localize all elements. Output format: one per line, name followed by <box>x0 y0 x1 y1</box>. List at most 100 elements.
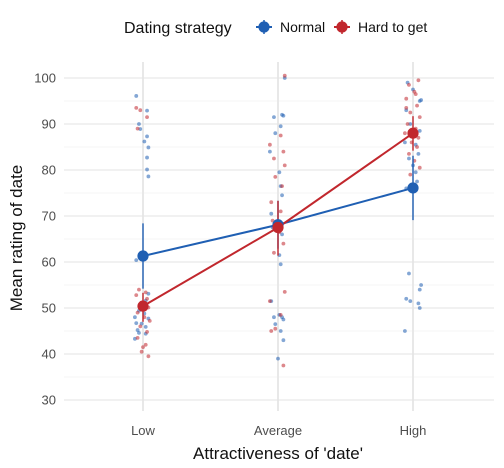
data-point <box>273 175 278 179</box>
data-point <box>145 296 149 301</box>
mean-point <box>272 221 284 234</box>
data-point <box>141 345 145 349</box>
y-tick-label: 70 <box>42 209 56 224</box>
data-point <box>269 200 274 205</box>
legend-title: Dating strategy <box>124 20 232 37</box>
data-point <box>419 283 423 287</box>
y-tick-labels: 30 40 50 60 70 80 90 100 <box>34 71 56 408</box>
data-point <box>403 329 407 333</box>
data-point <box>416 301 421 306</box>
data-point <box>272 250 276 255</box>
legend: Dating strategy Normal Hard to get <box>124 19 427 37</box>
data-point <box>135 336 140 340</box>
data-point <box>405 122 410 126</box>
data-point <box>269 211 274 216</box>
data-point <box>146 145 151 150</box>
data-point <box>272 156 276 161</box>
data-point <box>419 98 423 102</box>
legend-key-point <box>336 21 348 33</box>
data-point <box>407 156 411 161</box>
data-point <box>273 322 278 326</box>
data-point <box>143 324 148 329</box>
data-point <box>277 170 282 175</box>
data-point <box>272 315 276 320</box>
mean-point <box>137 250 149 262</box>
y-tick-label: 90 <box>42 117 56 132</box>
data-point <box>404 106 409 110</box>
data-point <box>278 209 283 214</box>
data-point <box>137 122 141 126</box>
data-point <box>138 324 143 329</box>
data-point <box>407 152 411 156</box>
data-point <box>417 129 422 133</box>
data-point <box>280 193 284 198</box>
data-point <box>273 326 278 331</box>
data-point <box>280 184 284 189</box>
y-tick-label: 50 <box>42 301 56 316</box>
data-point <box>281 113 286 118</box>
mean-point <box>137 300 149 312</box>
x-tick-label: Low <box>131 423 155 438</box>
data-point <box>137 287 141 292</box>
data-point <box>417 115 422 119</box>
data-point <box>280 232 284 237</box>
data-point <box>278 133 283 138</box>
data-point <box>281 149 286 154</box>
data-point <box>134 293 139 298</box>
data-point <box>278 124 283 129</box>
data-point <box>147 318 152 323</box>
data-point <box>146 174 151 179</box>
data-point <box>272 115 276 119</box>
x-tick-labels: Low Average High <box>131 423 426 438</box>
data-point <box>416 78 421 83</box>
legend-label: Hard to get <box>358 19 427 35</box>
data-point <box>404 96 409 101</box>
data-point <box>417 287 422 292</box>
data-point <box>417 306 422 310</box>
data-point <box>282 163 287 168</box>
mean-point <box>407 127 419 139</box>
mean-point <box>407 182 419 194</box>
data-point <box>268 142 272 147</box>
data-point <box>403 140 407 145</box>
data-point <box>143 342 148 347</box>
data-point <box>142 139 147 144</box>
data-point <box>138 108 143 113</box>
data-point <box>135 310 140 315</box>
data-point <box>268 149 272 154</box>
data-point <box>407 271 411 276</box>
data-point <box>145 134 149 139</box>
data-point <box>408 299 413 303</box>
data-point <box>278 262 283 267</box>
data-point <box>407 83 411 87</box>
data-point <box>133 315 137 320</box>
data-point <box>134 321 139 326</box>
mean-points <box>137 127 419 312</box>
data-point <box>268 299 272 303</box>
data-point <box>415 179 419 184</box>
y-tick-label: 30 <box>42 393 56 408</box>
data-point <box>408 110 413 115</box>
data-point <box>145 115 149 119</box>
data-point <box>413 170 418 175</box>
y-tick-label: 60 <box>42 255 56 270</box>
data-point <box>404 296 409 301</box>
data-point <box>417 165 422 170</box>
data-point <box>281 338 286 343</box>
legend-items: Normal Hard to get <box>256 19 427 35</box>
data-point <box>137 330 141 335</box>
y-tick-label: 40 <box>42 347 56 362</box>
data-point <box>145 108 149 113</box>
data-point <box>273 131 278 136</box>
data-point <box>134 106 139 110</box>
data-point <box>139 349 144 354</box>
data-point <box>276 356 280 361</box>
data-point <box>269 329 274 333</box>
data-point <box>408 122 413 126</box>
data-point <box>416 152 421 156</box>
data-point <box>282 290 287 294</box>
data-point <box>416 135 421 140</box>
x-tick-label: Average <box>254 423 302 438</box>
legend-key-point <box>258 21 270 33</box>
